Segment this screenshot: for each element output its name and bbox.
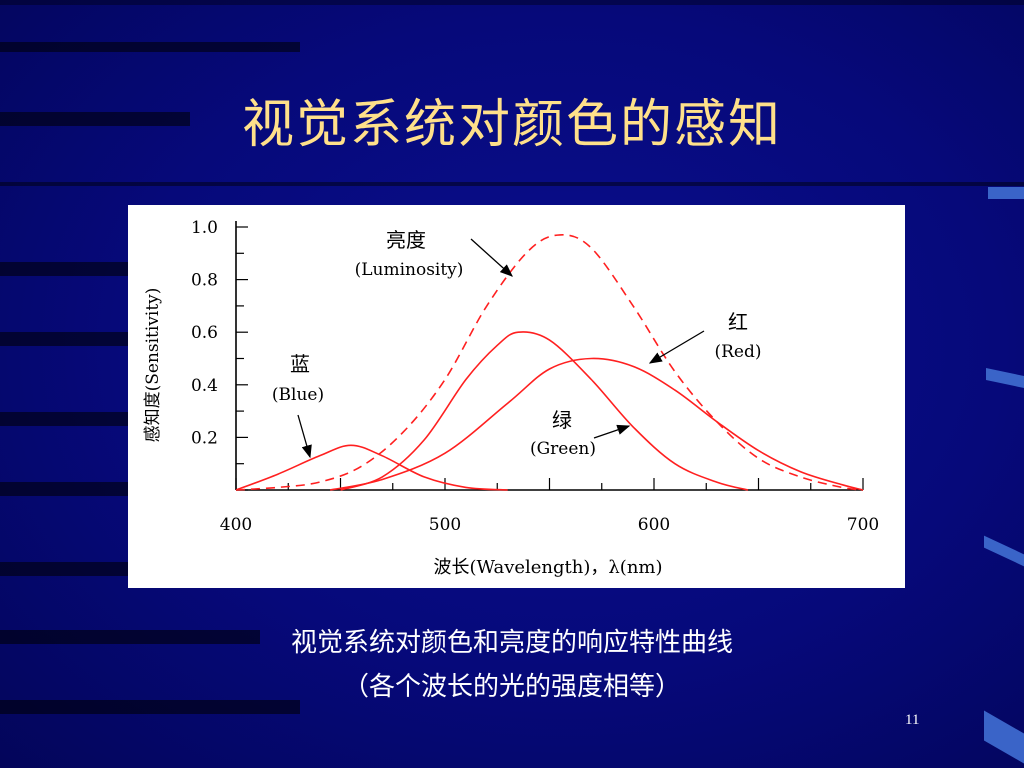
arrow-blue	[297, 414, 312, 459]
y-tick-label: 0.8	[191, 271, 218, 291]
annotation-green-cn: 绿	[552, 408, 572, 432]
series-line-red	[329, 357, 864, 491]
decor-mark	[988, 187, 1024, 199]
decor-stripe	[0, 630, 260, 644]
series-line-luminosity	[235, 234, 864, 491]
chart-curves	[235, 234, 864, 491]
page-number: 11	[905, 712, 920, 728]
arrow-luminosity	[470, 238, 513, 277]
caption-line-1: 视觉系统对颜色和亮度的响应特性曲线	[290, 628, 733, 658]
annotation-green-en: (Green)	[530, 439, 596, 459]
y-tick-label: 0.6	[191, 323, 218, 343]
series-line-green	[340, 331, 749, 491]
decor-mark	[984, 535, 1024, 567]
decor-stripe	[0, 42, 300, 52]
annotation-luminosity-en: (Luminosity)	[355, 260, 464, 280]
annotation-blue-en: (Blue)	[272, 385, 324, 405]
x-tick-label: 700	[847, 515, 879, 535]
arrow-green	[593, 424, 631, 439]
y-tick-label: 1.0	[191, 218, 218, 238]
sensitivity-chart: 1.0 0.8 0.6 0.4 0.2 400 500 600 700 亮度 (Luminosi…	[128, 205, 905, 588]
annotation-blue-cn: 蓝	[290, 352, 310, 376]
decor-stripe	[0, 412, 128, 426]
arrow-red	[648, 330, 705, 364]
x-tick-label: 600	[638, 515, 670, 535]
decor-stripe	[0, 562, 128, 576]
series-line-blue	[235, 444, 508, 491]
chart-svg: 1.0 0.8 0.6 0.4 0.2 400 500 600 700 亮度 (Luminosi…	[143, 218, 879, 578]
annotation-red-cn: 红	[728, 310, 748, 334]
decor-mark	[984, 710, 1024, 764]
x-tick-label: 400	[220, 515, 252, 535]
decor-stripe	[0, 112, 190, 126]
decor-stripe	[0, 332, 128, 346]
decor-stripe	[0, 482, 128, 496]
x-tick-label: 500	[429, 515, 461, 535]
slide-title: 视觉系统对颜色的感知	[241, 95, 782, 155]
y-tick-label: 0.2	[191, 428, 218, 448]
decor-mark	[986, 367, 1024, 389]
y-tick-label: 0.4	[191, 376, 218, 396]
decor-stripe	[0, 0, 1024, 5]
caption-line-2: （各个波长的光的强度相等）	[342, 672, 681, 702]
decor-stripe	[0, 182, 1024, 186]
x-axis-title: 波长(Wavelength)，λ(nm)	[434, 557, 663, 578]
annotation-luminosity-cn: 亮度	[386, 228, 426, 252]
annotation-red-en: (Red)	[714, 342, 761, 362]
y-axis-title: 感知度(Sensitivity)	[143, 288, 163, 443]
decor-stripe	[0, 700, 300, 714]
chart-axes: 1.0 0.8 0.6 0.4 0.2 400 500 600 700	[191, 218, 879, 535]
decor-stripe	[0, 262, 128, 276]
